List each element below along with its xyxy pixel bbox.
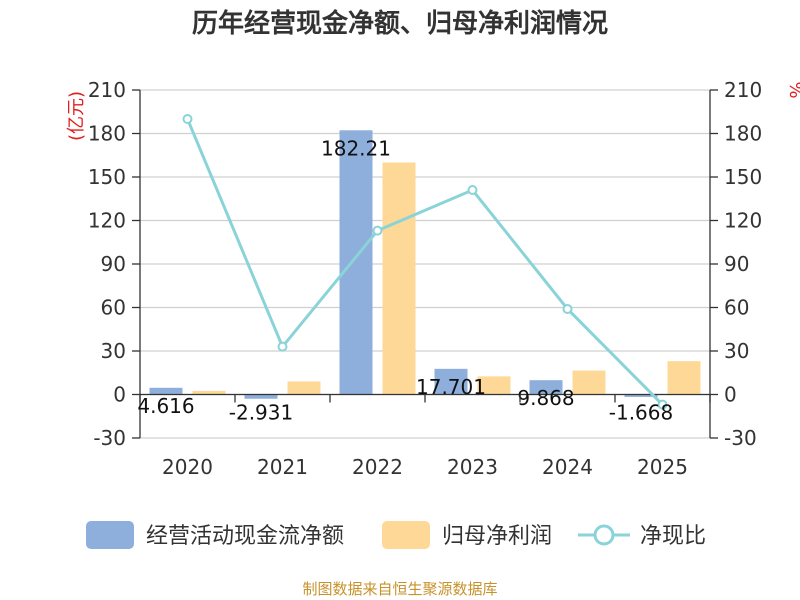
bar-cashflow-2022: [339, 130, 373, 395]
data-label-cashflow-2021: -2.931: [229, 401, 293, 425]
right-tick-label-6: 30: [724, 339, 749, 363]
ratio-line-path: [186, 118, 664, 406]
bars: [149, 130, 701, 399]
legend-marker-ratio: [593, 524, 615, 546]
right-tick-label-0: 210: [724, 78, 762, 102]
legend-swatch-net-profit: [382, 521, 430, 549]
left-tick-label-4: 90: [101, 252, 126, 276]
data-labels: 4.616 -2.931 182.21 17.701 9.868 -1.668: [137, 136, 673, 424]
bar-net-profit-2023: [477, 376, 511, 395]
data-label-cashflow-2023: 17.701: [416, 375, 486, 399]
data-label-cashflow-2020: 4.616: [137, 394, 194, 418]
source-note: 制图数据来自恒生聚源数据库: [302, 580, 497, 598]
data-label-cashflow-2025: -1.668: [609, 401, 673, 425]
left-axis-ticks: 210 180 150 120 90 60 30 0 -30: [88, 78, 140, 450]
right-axis-ticks: 210 180 150 120 90 60 30 0 -30: [710, 78, 762, 450]
legend-label-ratio: 净现比: [640, 524, 706, 549]
data-label-cashflow-2024: 9.868: [517, 386, 574, 410]
right-tick-label-7: 0: [724, 383, 737, 407]
left-axis-unit: (亿元): [66, 91, 87, 141]
x-tick-label-2023: 2023: [447, 455, 498, 479]
bar-cashflow-2025: [624, 394, 658, 397]
bar-net-profit-2022: [382, 162, 416, 395]
ratio-point-2022: [372, 225, 383, 236]
x-tick-label-2024: 2024: [542, 455, 593, 479]
grid: [140, 89, 710, 439]
x-tick-label-2025: 2025: [637, 455, 688, 479]
ratio-point-2023: [467, 185, 478, 196]
x-tick-label-2020: 2020: [162, 455, 213, 479]
bar-net-profit-2025: [667, 361, 701, 395]
right-tick-label-8: -30: [724, 426, 757, 450]
right-tick-label-5: 60: [724, 296, 749, 320]
ratio-point-2025: [657, 399, 668, 410]
left-tick-label-5: 60: [101, 296, 126, 320]
left-tick-label-0: 210: [88, 78, 126, 102]
bar-net-profit-2021: [287, 381, 321, 395]
left-tick-label-8: -30: [93, 426, 126, 450]
chart-title: 历年经营现金净额、归母净利润情况: [192, 8, 608, 39]
x-tick-label-2021: 2021: [257, 455, 308, 479]
ratio-point-2024: [562, 303, 573, 314]
left-tick-label-7: 0: [113, 383, 126, 407]
left-tick-label-2: 150: [88, 165, 126, 189]
right-tick-label-3: 120: [724, 209, 762, 233]
left-tick-label-3: 120: [88, 209, 126, 233]
bar-net-profit-2024: [572, 370, 606, 395]
legend-label-net-profit: 归母净利润: [442, 524, 552, 549]
left-tick-label-1: 180: [88, 122, 126, 146]
bar-cashflow-2024: [529, 380, 563, 395]
ratio-point-2021: [277, 341, 288, 352]
ratio-point-2020: [182, 114, 193, 124]
x-tick-label-2022: 2022: [352, 455, 403, 479]
bar-net-profit-2020: [192, 390, 226, 395]
left-tick-label-6: 30: [101, 339, 126, 363]
bar-cashflow-2021: [244, 394, 278, 399]
ratio-line: [182, 114, 668, 410]
right-tick-label-1: 180: [724, 122, 762, 146]
bar-cashflow-2020: [149, 387, 183, 395]
bar-cashflow-2023: [434, 368, 468, 395]
legend-swatch-cashflow: [86, 521, 134, 549]
x-axis-ticks: 2020 2021 2022 2023 2024 2025: [139, 394, 711, 479]
legend-label-cashflow: 经营活动现金流净额: [146, 524, 344, 549]
right-tick-label-2: 150: [724, 165, 762, 189]
right-axis-unit: %: [785, 81, 800, 98]
legend: 经营活动现金流净额 归母净利润 净现比: [86, 521, 706, 549]
data-label-cashflow-2022: 182.21: [321, 136, 391, 160]
right-tick-label-4: 90: [724, 252, 749, 276]
